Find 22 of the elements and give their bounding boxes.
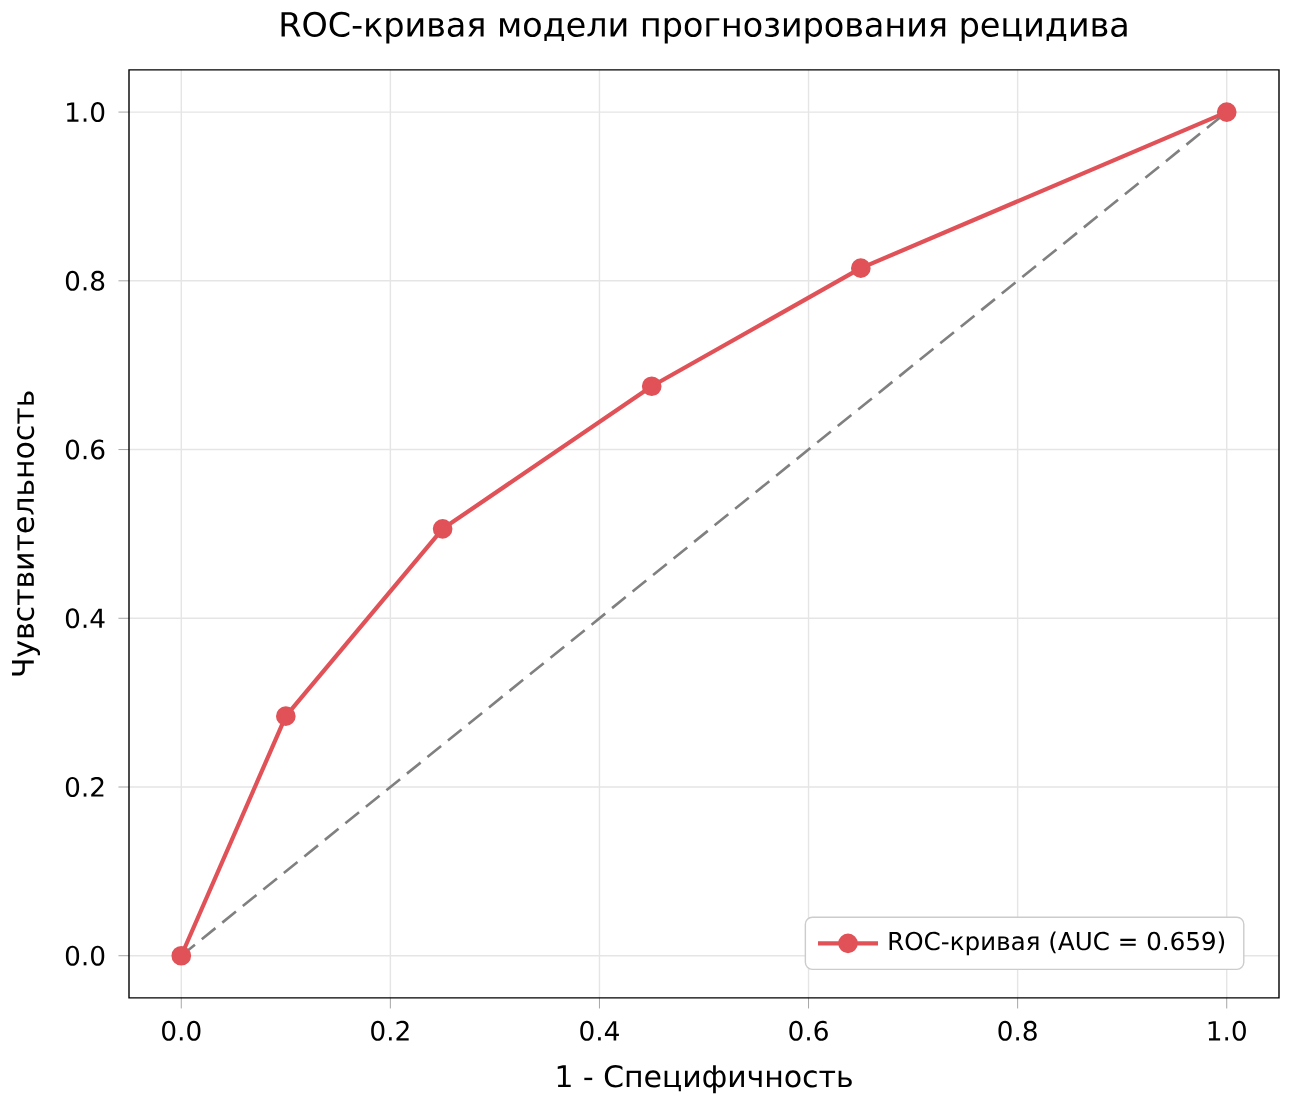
y-axis-title: Чувствительность xyxy=(12,391,41,676)
x-tick-label: 0.0 xyxy=(162,1020,201,1041)
x-tick-label: 0.4 xyxy=(580,1020,619,1041)
point xyxy=(850,258,871,279)
y-tick-label: 0.0 xyxy=(65,945,105,966)
y-tick-label: 0.8 xyxy=(65,270,105,291)
point xyxy=(275,706,296,727)
x-axis-title: 1 - Специфичность xyxy=(557,1065,852,1094)
x-tick-label: 1.0 xyxy=(1208,1020,1246,1041)
chart-title: ROC-кривая модели прогнозирования рецидива xyxy=(281,11,1127,44)
point xyxy=(432,519,453,539)
x-tick-label: 0.2 xyxy=(371,1020,409,1041)
y-tick-label: 0.4 xyxy=(65,608,105,629)
y-tick-label: 0.6 xyxy=(65,439,105,460)
point xyxy=(171,945,192,966)
x-tick-label: 0.6 xyxy=(789,1020,828,1041)
x-tick-label: 0.8 xyxy=(998,1020,1037,1041)
y-tick-label: 0.2 xyxy=(65,777,104,798)
legend-label: ROC-кривая (AUC = 0.659) xyxy=(889,931,1225,956)
y-tick-label: 1.0 xyxy=(67,102,105,123)
point xyxy=(641,376,662,397)
point xyxy=(1216,102,1237,122)
